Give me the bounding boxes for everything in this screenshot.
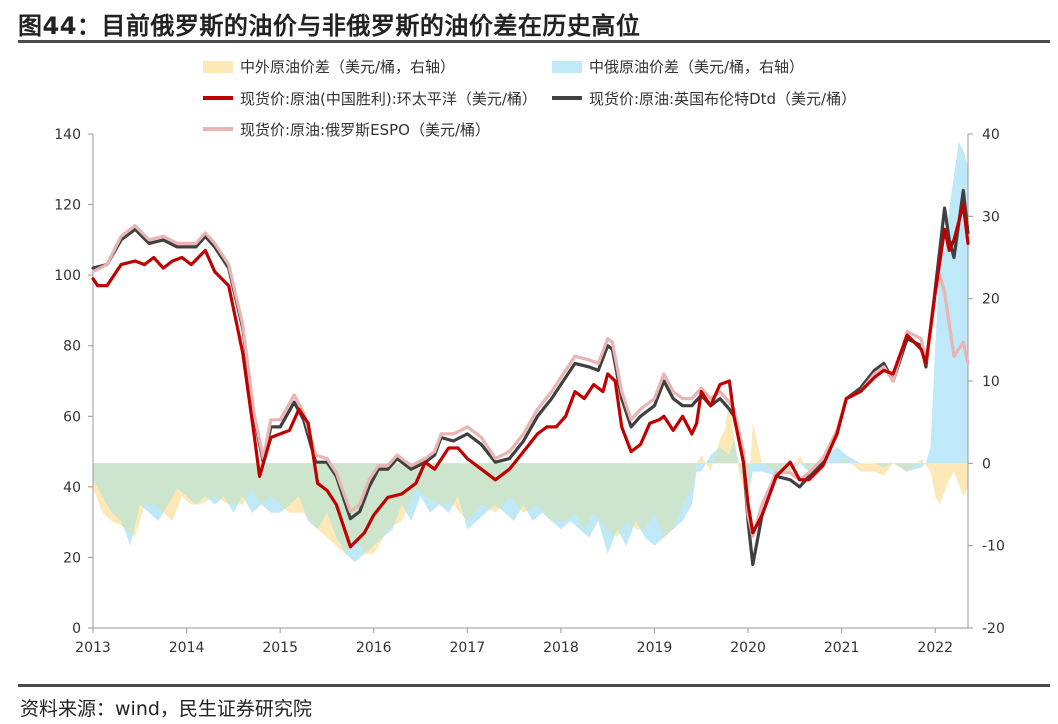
x-tick-label: 2013 (75, 640, 111, 656)
x-tick-label: 2018 (543, 640, 579, 656)
oil-price-chart: 0 20 40 60 80 100 120 140 -20 -10 0 10 20 30 40 2013 201… (54, 58, 1005, 656)
legend-label-espo: 现货价:原油:俄罗斯ESPO（美元/桶） (240, 121, 490, 139)
left-tick-label: 20 (63, 550, 81, 566)
right-tick-label: 20 (982, 292, 1000, 308)
bottom-rule (18, 684, 1050, 687)
right-tick-label: -10 (982, 539, 1005, 555)
x-tick-label: 2022 (917, 640, 953, 656)
price-lines (91, 188, 970, 567)
x-tick-label: 2019 (637, 640, 673, 656)
axes: 0 20 40 60 80 100 120 140 -20 -10 0 10 20 30 40 2013 201… (54, 127, 1005, 656)
x-tick-label: 2016 (356, 640, 392, 656)
right-tick-label: -20 (982, 621, 1005, 637)
legend-swatch-china-russia-spread (552, 61, 582, 73)
source-note: 资料来源：wind，民生证券研究院 (20, 698, 312, 720)
left-tick-label: 80 (63, 339, 81, 355)
left-tick-label: 40 (63, 480, 81, 496)
x-tick-label: 2015 (262, 640, 298, 656)
legend-label-shengli: 现货价:原油(中国胜利):环太平洋（美元/桶） (240, 90, 537, 108)
right-tick-label: 40 (982, 127, 1000, 143)
line-shengli (91, 203, 970, 549)
legend-label-brent: 现货价:原油:英国布伦特Dtd（美元/桶） (589, 90, 856, 108)
spread-areas (93, 142, 968, 563)
left-tick-label: 0 (72, 621, 81, 637)
legend-label-china-foreign-spread: 中外原油价差（美元/桶，右轴） (240, 58, 455, 76)
legend: 中外原油价差（美元/桶，右轴） 中俄原油价差（美元/桶，右轴） 现货价:原油(中… (203, 58, 856, 139)
right-tick-label: 30 (982, 209, 1000, 225)
left-tick-label: 60 (63, 409, 81, 425)
x-tick-label: 2017 (450, 640, 486, 656)
legend-swatch-china-foreign-spread (203, 61, 233, 73)
x-tick-label: 2020 (730, 640, 766, 656)
x-tick-label: 2014 (169, 640, 205, 656)
figure-title: 图44：目前俄罗斯的油价与非俄罗斯的油价差在历史高位 (18, 12, 641, 40)
left-tick-label: 140 (54, 127, 81, 143)
left-tick-label: 100 (54, 268, 81, 284)
right-tick-label: 10 (982, 374, 1000, 390)
legend-label-china-russia-spread: 中俄原油价差（美元/桶，右轴） (589, 58, 804, 76)
left-tick-label: 120 (54, 198, 81, 214)
x-tick-label: 2021 (824, 640, 860, 656)
area-spread-overlap (93, 397, 968, 554)
title-rule (18, 40, 1050, 43)
right-tick-label: 0 (982, 456, 991, 472)
